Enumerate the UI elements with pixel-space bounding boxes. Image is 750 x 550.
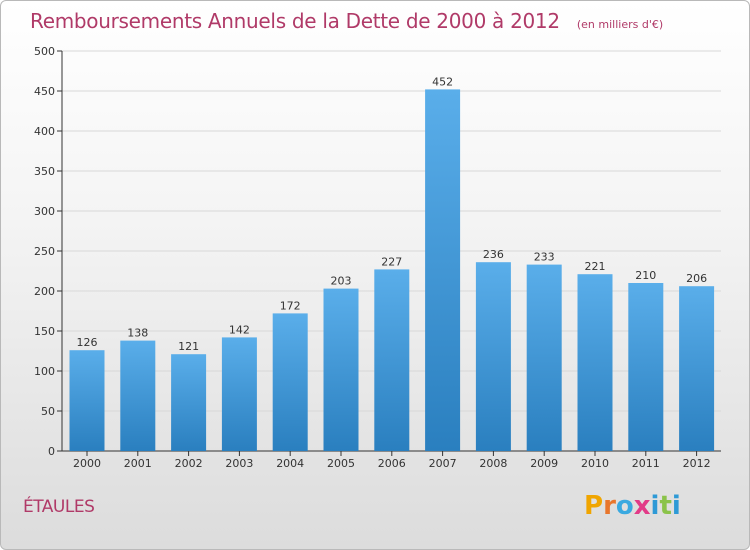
bar-2001 (120, 340, 156, 451)
bar-2000 (69, 350, 105, 451)
x-tick-label: 2011 (632, 457, 660, 470)
labels: 0 50 100 150 200 250 300 350 400 450 500 2000 126 200… (34, 45, 711, 470)
bar-2006 (374, 269, 410, 451)
x-tick-label: 2012 (683, 457, 711, 470)
data-label: 203 (331, 275, 352, 288)
logo-letter: o (615, 491, 634, 521)
chart-subtitle: (en milliers d'€) (576, 18, 664, 31)
data-label: 236 (483, 248, 504, 261)
bar-2005 (323, 288, 359, 451)
x-tick-label: 2004 (276, 457, 304, 470)
data-label: 206 (686, 272, 707, 285)
title-row: Remboursements Annuels de la Dette de 20… (30, 9, 663, 33)
bar-2004 (272, 313, 308, 451)
y-tick-label: 50 (41, 405, 55, 418)
y-tick-label: 150 (34, 325, 55, 338)
data-label: 210 (635, 269, 656, 282)
x-tick-label: 2000 (73, 457, 101, 470)
data-label: 452 (432, 75, 453, 88)
bar-2009 (526, 264, 562, 451)
data-label: 227 (381, 255, 402, 268)
y-tick-label: 400 (34, 125, 55, 138)
bar-2007 (425, 89, 461, 452)
y-tick-label: 0 (48, 445, 55, 458)
commune-name: ÉTAULES (23, 497, 95, 517)
bar-2012 (679, 286, 715, 451)
x-tick-label: 2001 (124, 457, 152, 470)
data-label: 172 (280, 299, 301, 312)
x-tick-label: 2002 (175, 457, 203, 470)
x-tick-label: 2003 (225, 457, 253, 470)
y-tick-label: 500 (34, 45, 55, 58)
proxiti-logo: Proxiti (584, 491, 681, 521)
logo-letter: r (603, 491, 616, 521)
data-label: 126 (77, 336, 98, 349)
x-tick-label: 2009 (530, 457, 558, 470)
bars (69, 89, 715, 452)
x-tick-label: 2006 (378, 457, 406, 470)
logo-letter: x (633, 491, 651, 521)
bar-2003 (221, 337, 257, 451)
data-label: 138 (127, 327, 148, 340)
y-tick-label: 100 (34, 365, 55, 378)
logo-letter: t (659, 491, 672, 521)
y-tick-label: 250 (34, 245, 55, 258)
y-tick-label: 300 (34, 205, 55, 218)
bar-2010 (577, 274, 613, 451)
y-tick-label: 200 (34, 285, 55, 298)
data-label: 142 (229, 323, 250, 336)
x-tick-label: 2010 (581, 457, 609, 470)
bar-2002 (171, 354, 207, 451)
logo-letter: P (584, 491, 604, 521)
data-label: 221 (585, 260, 606, 273)
y-tick-label: 450 (34, 85, 55, 98)
logo-letter: i (650, 491, 660, 521)
logo-letter: i (671, 491, 681, 521)
bar-2008 (475, 262, 511, 451)
x-tick-label: 2007 (429, 457, 457, 470)
data-label: 121 (178, 340, 199, 353)
data-label: 233 (534, 251, 555, 264)
bar-2011 (628, 283, 664, 451)
x-tick-label: 2008 (479, 457, 507, 470)
y-tick-label: 350 (34, 165, 55, 178)
chart-title: Remboursements Annuels de la Dette de 20… (30, 9, 560, 33)
x-tick-label: 2005 (327, 457, 355, 470)
